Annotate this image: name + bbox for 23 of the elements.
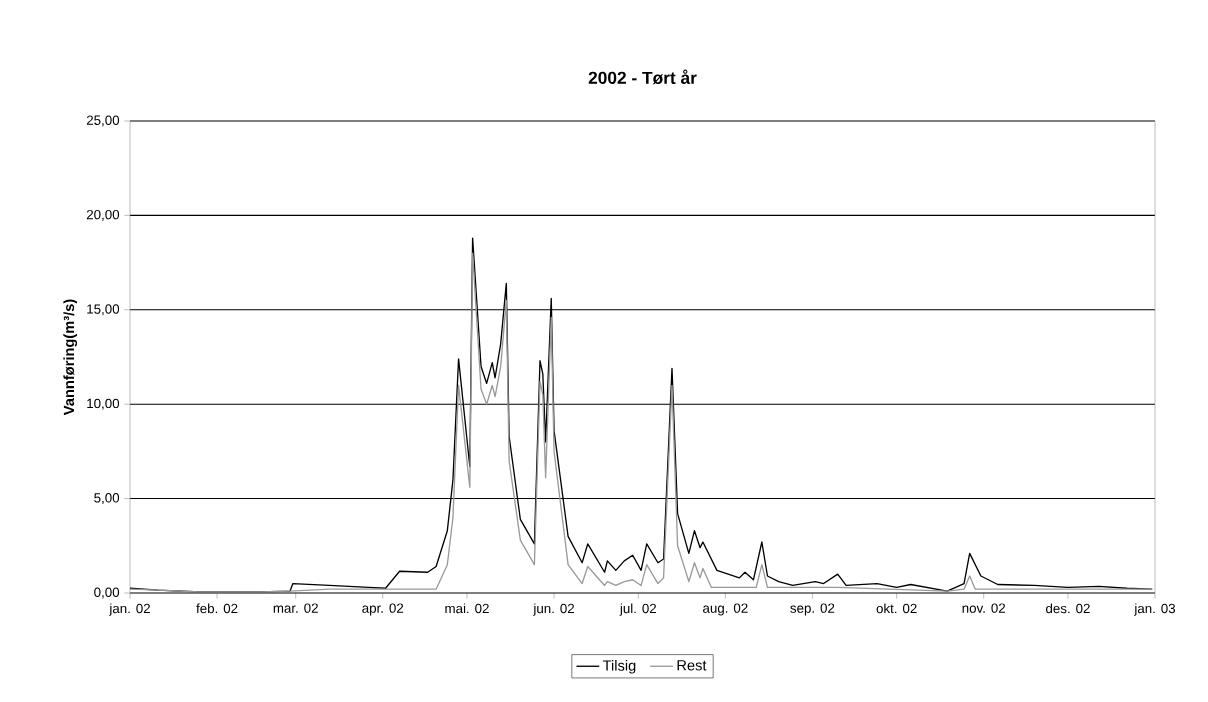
x-tick-label: okt. 02 bbox=[876, 603, 917, 614]
x-tick-label: jan. 02 bbox=[109, 603, 150, 616]
legend-label: Rest bbox=[677, 660, 707, 671]
x-tick-label: aug. 02 bbox=[703, 603, 748, 616]
y-tick-label: 0,00 bbox=[94, 587, 120, 599]
x-tick-label: apr. 02 bbox=[362, 603, 404, 616]
x-tick-label: mar. 02 bbox=[273, 603, 318, 613]
x-tick-label: nov. 02 bbox=[962, 603, 1006, 613]
legend-label: Tilsig bbox=[602, 659, 636, 674]
x-tick-label: sep. 02 bbox=[790, 603, 835, 616]
x-tick-label: des. 02 bbox=[1046, 603, 1090, 614]
y-axis-title: Vannføring(m³/s) bbox=[63, 299, 78, 416]
x-tick-label: jan. 03 bbox=[1134, 603, 1176, 616]
y-tick-label: 25,00 bbox=[86, 115, 120, 127]
y-tick-label: 15,00 bbox=[87, 304, 120, 316]
x-tick-label: jul. 02 bbox=[619, 603, 657, 616]
y-tick-label: 20,00 bbox=[86, 209, 120, 221]
x-tick-label: feb. 02 bbox=[196, 603, 238, 614]
x-tick-label: mai. 02 bbox=[445, 603, 489, 614]
y-tick-label: 5,00 bbox=[94, 493, 120, 505]
y-tick-label: 10,00 bbox=[87, 398, 120, 410]
chart-title: 2002 - Tørt år bbox=[588, 69, 697, 85]
x-tick-label: jun. 02 bbox=[533, 603, 575, 616]
